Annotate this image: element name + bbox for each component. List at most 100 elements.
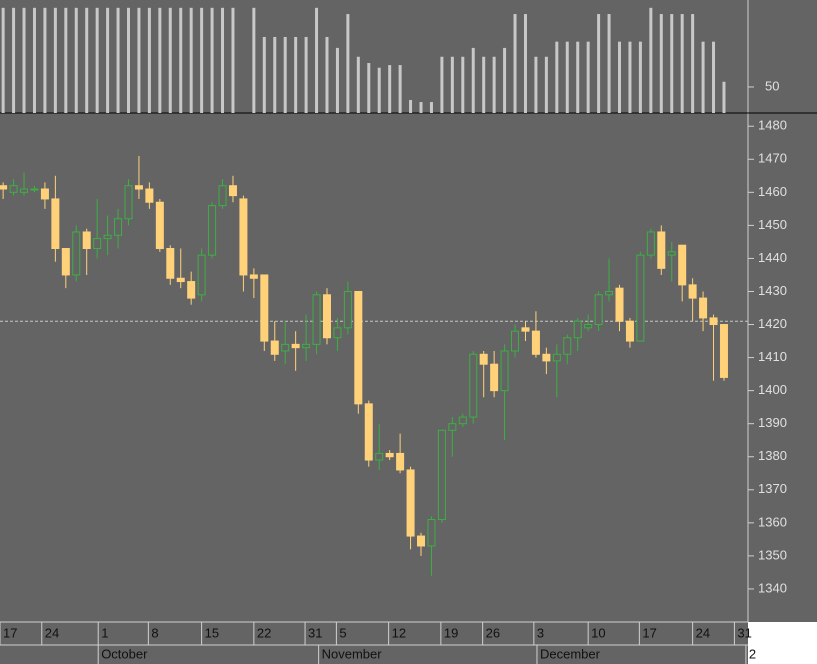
y-tick-label: 1470 xyxy=(758,151,787,166)
x-tick-label: 26 xyxy=(486,625,500,640)
candle-body xyxy=(176,277,185,283)
candle-body xyxy=(385,452,394,458)
indicator-bar xyxy=(22,7,26,114)
x-tick-label: 8 xyxy=(151,625,158,640)
indicator-bar xyxy=(325,36,329,113)
month-label: December xyxy=(540,646,601,661)
y-tick-label: 1440 xyxy=(758,250,787,265)
x-tick-label: 24 xyxy=(696,625,710,640)
indicator-bar xyxy=(565,41,569,114)
candle-body xyxy=(260,274,269,342)
candle-body xyxy=(563,337,572,355)
candle-body xyxy=(124,185,133,220)
candle-body xyxy=(249,274,258,279)
indicator-bar xyxy=(492,56,496,113)
indicator-bar xyxy=(85,7,89,114)
candle-body xyxy=(500,350,509,392)
candle-body xyxy=(709,317,718,326)
indicator-bar xyxy=(638,41,642,114)
candle-body xyxy=(396,452,405,471)
indicator-bar xyxy=(74,7,78,114)
candle-body xyxy=(646,231,655,256)
indicator-bar xyxy=(503,47,507,113)
indicator-bar xyxy=(64,7,68,114)
indicator-bar xyxy=(12,7,16,114)
indicator-bar xyxy=(513,14,517,114)
candle-body xyxy=(312,294,321,345)
indicator-bar xyxy=(419,102,423,113)
indicator-bar xyxy=(210,7,214,114)
indicator-bar xyxy=(523,14,527,114)
candle-body xyxy=(625,320,634,342)
candle-body xyxy=(688,284,697,299)
indicator-bar xyxy=(315,7,319,114)
y-tick-label: 1370 xyxy=(758,481,787,496)
indicator-bar xyxy=(231,7,235,114)
x-tick-label: 17 xyxy=(3,625,17,640)
x-tick-label: 31 xyxy=(308,625,322,640)
y-tick-label: 1380 xyxy=(758,448,787,463)
y-tick-label: 1460 xyxy=(758,184,787,199)
indicator-bar xyxy=(450,56,454,113)
indicator-bar xyxy=(200,7,204,114)
y-tick-label: 1340 xyxy=(758,580,787,595)
x-tick-label: 10 xyxy=(591,625,605,640)
candle-body xyxy=(552,353,561,362)
candle-body xyxy=(134,185,143,190)
candle-body xyxy=(699,297,708,319)
candle-body xyxy=(615,287,624,322)
x-tick-label: 5 xyxy=(339,625,346,640)
candle-body xyxy=(375,452,384,461)
indicator-bar xyxy=(429,102,433,113)
candle-body xyxy=(51,198,60,250)
candle-body xyxy=(187,281,196,299)
candle-body xyxy=(239,198,248,276)
candle-body xyxy=(30,188,39,191)
indicator-bar xyxy=(294,36,298,113)
x-tick-label: 3 xyxy=(537,625,544,640)
month-label: October xyxy=(101,646,148,661)
candle-body xyxy=(678,244,687,286)
candle-body xyxy=(322,294,331,339)
y-tick-label: 1400 xyxy=(758,382,787,397)
indicator-bar xyxy=(649,7,653,114)
indicator-bar xyxy=(106,7,110,114)
indicator-bar xyxy=(95,7,99,114)
indicator-bar xyxy=(126,7,130,114)
candle-body xyxy=(511,330,520,352)
candle-body xyxy=(594,294,603,326)
candle-body xyxy=(281,343,290,352)
y-tick-label: 1480 xyxy=(758,118,787,133)
candle-body xyxy=(93,238,102,250)
indicator-bar xyxy=(304,36,308,113)
x-tick-label: 15 xyxy=(205,625,219,640)
indicator-bar xyxy=(252,7,256,114)
indicator-bar xyxy=(670,14,674,114)
x-tick-label: 31 xyxy=(737,625,751,640)
candle-body xyxy=(364,403,373,461)
indicator-bar xyxy=(53,7,57,114)
y-tick-label: 1350 xyxy=(758,547,787,562)
candle-body xyxy=(531,330,540,355)
candle-body xyxy=(417,535,426,547)
indicator-bar xyxy=(335,47,339,113)
x-tick-label: 12 xyxy=(392,625,406,640)
indicator-bar xyxy=(179,7,183,114)
indicator-bar xyxy=(137,7,141,114)
month-label: 2 xyxy=(749,646,756,661)
indicator-bar xyxy=(534,56,538,113)
indicator-bar xyxy=(409,99,413,113)
candle-body xyxy=(437,429,446,521)
candle-body xyxy=(218,185,227,207)
indicator-bar xyxy=(1,7,5,114)
candle-body xyxy=(354,290,363,405)
indicator-bar xyxy=(346,14,350,114)
candle-body xyxy=(72,231,81,276)
candle-body xyxy=(82,231,91,250)
indicator-bar xyxy=(471,47,475,113)
y-tick-label: 1360 xyxy=(758,514,787,529)
indicator-bar xyxy=(628,41,632,114)
y-tick-label: 1390 xyxy=(758,415,787,430)
indicator-bar xyxy=(680,14,684,114)
